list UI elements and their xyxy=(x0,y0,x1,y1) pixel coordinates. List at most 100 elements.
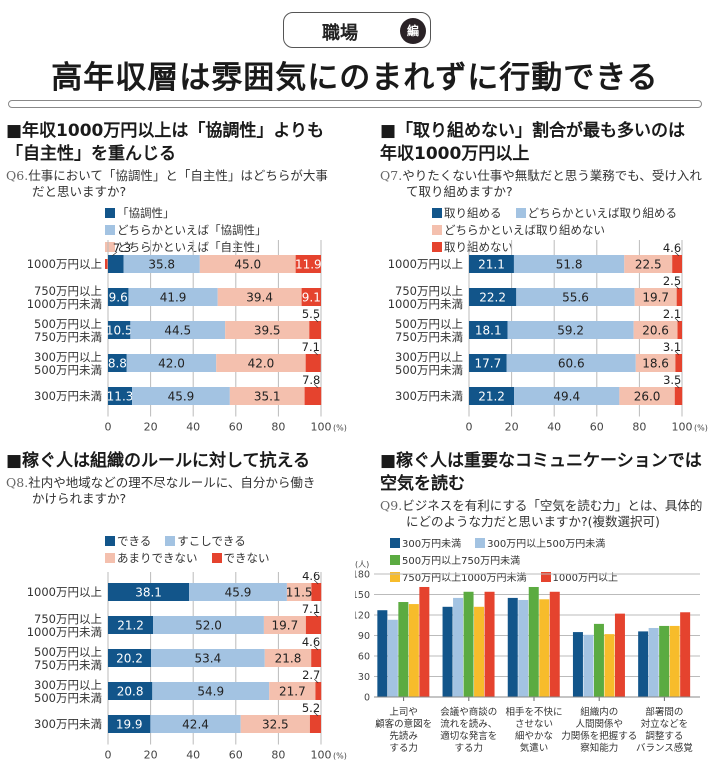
label-leader xyxy=(111,251,118,257)
category-label: 750万円未満 xyxy=(34,658,102,672)
y-tick-label: 30 xyxy=(358,672,370,683)
data-label: 18.1 xyxy=(475,324,502,338)
bar xyxy=(549,591,560,697)
section-title: ■「取り組めない」割合が最も多いのは 年収1000万円以上 xyxy=(380,120,710,166)
chart-legend-q9: 300万円未満 300万円以上500万円未満 500万円以上750万円未満 750万円… xyxy=(390,536,710,587)
bar-segment xyxy=(108,387,133,405)
bar-segment xyxy=(108,682,153,700)
bar-segment xyxy=(225,321,310,339)
data-label: 19.7 xyxy=(272,619,299,633)
chart-q8: 0 20 40 60 80 100 (%) 1000万円以上 38.1 45.9 11.5 4.6 75… xyxy=(27,572,347,762)
data-label: 19.9 xyxy=(116,718,143,732)
bar-segment xyxy=(108,321,131,339)
bar-segment xyxy=(305,354,321,372)
x-tick-label: 60 xyxy=(229,421,243,434)
x-unit-label: (%) xyxy=(333,752,347,761)
title-divider xyxy=(8,100,702,108)
bar-segment xyxy=(108,649,152,667)
bar-segment xyxy=(315,682,322,700)
legend-item: どちらかといえば「自主性」 xyxy=(105,239,267,256)
legend-swatch xyxy=(105,242,115,252)
category-label: 組織内の xyxy=(580,706,618,718)
data-label: 49.4 xyxy=(553,390,580,404)
category-label: 察知能力 xyxy=(580,742,618,754)
bar-segment xyxy=(506,354,636,372)
legend-item: どちらかといえば「協調性」 xyxy=(105,222,267,239)
x-tick-label: 0 xyxy=(105,749,112,762)
question-text: Q9.ビジネスを有利にする「空気を読む力」とは、具体的 にどのような力だと思いま… xyxy=(380,498,710,530)
legend-swatch xyxy=(105,536,115,546)
legend-item: 「協調性」 xyxy=(105,205,175,222)
legend-swatch xyxy=(105,208,115,218)
bar xyxy=(614,613,625,697)
category-label: する力 xyxy=(389,742,418,754)
legend-label: 取り組める xyxy=(444,206,502,220)
y-tick-label: 60 xyxy=(358,652,370,663)
label-leader xyxy=(674,383,680,389)
bar xyxy=(659,625,670,697)
question-number: Q8. xyxy=(6,475,29,490)
data-label: 11.5 xyxy=(286,586,313,600)
category-label: 適切な発言を xyxy=(440,730,497,742)
legend-item: すこしできる xyxy=(165,533,246,550)
label-leader xyxy=(674,317,680,323)
bar-segment xyxy=(674,387,683,405)
category-label: 1000万円以上 xyxy=(388,257,463,271)
category-label: 1000万円未満 xyxy=(27,625,102,639)
bar xyxy=(419,586,430,697)
legend-swatch xyxy=(165,536,176,546)
data-label: 4.6 xyxy=(302,572,320,583)
data-label: 9.6 xyxy=(109,291,128,305)
bar-segment xyxy=(676,288,682,306)
category-label: させない xyxy=(515,719,553,730)
bar xyxy=(669,625,680,697)
section-q9: ■稼ぐ人は重要なコミュニケーションでは 空気を読む Q9.ビジネスを有利にする「… xyxy=(380,450,710,530)
data-label: 5.5 xyxy=(302,307,320,321)
x-tick-label: 100 xyxy=(311,421,332,434)
data-label: 11.3 xyxy=(107,390,134,404)
data-label: 11.9 xyxy=(295,258,322,272)
data-label: 20.6 xyxy=(642,324,669,338)
data-label: 2.1 xyxy=(663,307,681,321)
label-leader xyxy=(313,711,319,717)
data-label: 4.6 xyxy=(663,241,681,255)
bar-segment xyxy=(128,288,218,306)
bar xyxy=(377,610,388,697)
x-tick-label: 100 xyxy=(311,749,332,762)
data-label: 9.1 xyxy=(302,291,321,305)
question-line2: にどのような力だと思いますか?(複数選択可) xyxy=(406,514,660,529)
data-label: 22.2 xyxy=(479,291,506,305)
legend-item: できない xyxy=(211,550,270,567)
question-number: Q6. xyxy=(6,168,29,183)
data-label: 39.4 xyxy=(246,291,273,305)
section-title: ■稼ぐ人は重要なコミュニケーションでは 空気を読む xyxy=(380,450,710,496)
category-label: 細やかな xyxy=(515,730,553,742)
data-label: 38.1 xyxy=(135,586,162,600)
bar-segment xyxy=(311,583,322,601)
question-line2: て取り組めますか? xyxy=(406,184,513,199)
data-label: 21.2 xyxy=(478,390,505,404)
category-label: 部署間の xyxy=(645,706,683,718)
data-label: 26.0 xyxy=(634,390,661,404)
section-title: ■年収1000万円以上は「協調性」よりも 「自主性」を重んじる xyxy=(6,120,351,166)
bar-segment xyxy=(269,682,316,700)
data-label: 20.8 xyxy=(117,685,144,699)
x-tick-label: 40 xyxy=(186,421,200,434)
legend-swatch xyxy=(105,225,115,235)
label-leader xyxy=(674,251,680,257)
bar-segment xyxy=(624,255,673,273)
label-leader xyxy=(313,579,319,585)
bar-segment xyxy=(189,583,287,601)
x-tick-label: 20 xyxy=(144,749,158,762)
bar xyxy=(398,602,409,697)
bar-segment xyxy=(151,649,265,667)
data-label: 39.5 xyxy=(254,324,281,338)
legend-label: どちらかといえば「協調性」 xyxy=(117,223,267,237)
section-title-line2: 空気を読む xyxy=(380,474,465,494)
category-label: 500万円未満 xyxy=(34,363,102,377)
data-label: 21.1 xyxy=(478,258,505,272)
category-label: 750万円未満 xyxy=(395,330,463,344)
data-label: 4.6 xyxy=(302,635,320,649)
category-label: 会議や商談の xyxy=(440,706,497,718)
